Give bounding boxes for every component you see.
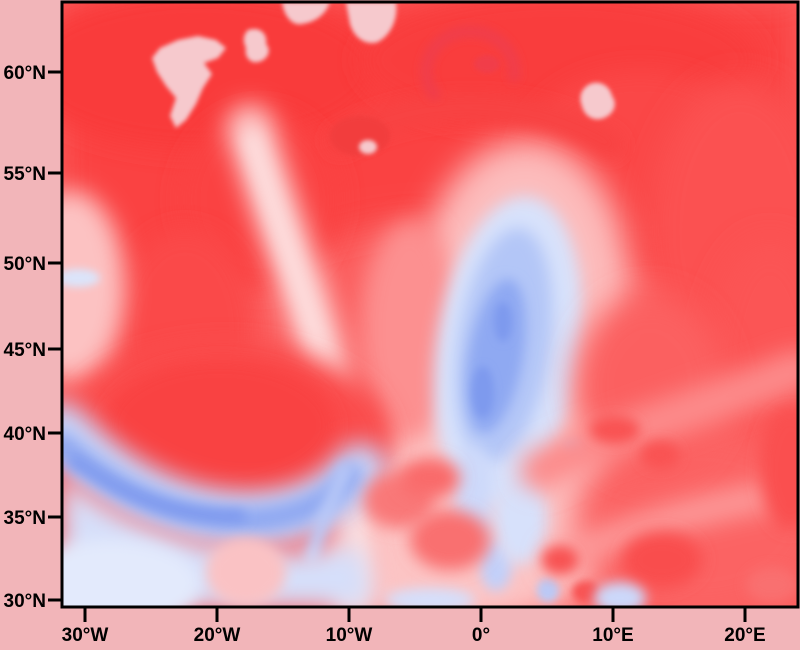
warm-field-southeast (365, 295, 798, 607)
y-tick-label-55n: 55°N (4, 164, 46, 185)
cool-core-central (433, 196, 587, 602)
y-axis-labels: 60°N 55°N 50°N 45°N 40°N 35°N 30°N (4, 63, 46, 612)
top-centre-blob (282, 2, 330, 25)
cool-field-south (62, 475, 475, 607)
x-tick-label-20e: 20°E (724, 625, 765, 646)
pale-landmass-blobs (152, 2, 615, 128)
scandinavia-blob (580, 82, 615, 120)
x-tick-label-30w: 30°W (62, 625, 109, 646)
iceland-blob (152, 36, 226, 128)
y-tick-label-60n: 60°N (4, 63, 46, 84)
axes: 60°N 55°N 50°N 45°N 40°N 35°N 30°N 30°W … (4, 0, 800, 646)
y-tick-label-30n: 30°N (4, 591, 46, 612)
x-tick-label-20w: 20°W (194, 625, 241, 646)
y-tick-label-35n: 35°N (4, 508, 46, 529)
x-tick-label-10w: 10°W (326, 625, 373, 646)
x-tick-label-0: 0° (472, 625, 490, 646)
y-tick-label-50n: 50°N (4, 254, 46, 275)
cool-arc-southwest (62, 403, 387, 565)
vortex-swirl-north (327, 24, 623, 158)
northeast-blob (243, 28, 269, 63)
x-axis-ticks (83, 608, 747, 622)
y-axis-ticks (48, 70, 61, 602)
x-tick-label-10e: 10°E (592, 625, 633, 646)
plot-frame (60, 0, 800, 609)
x-axis-labels: 30°W 20°W 10°W 0° 10°E 20°E (62, 625, 766, 646)
y-tick-label-40n: 40°N (4, 424, 46, 445)
contour-field (62, 2, 798, 607)
top-centre-bell-blob (346, 2, 397, 44)
y-tick-label-45n: 45°N (4, 340, 46, 361)
